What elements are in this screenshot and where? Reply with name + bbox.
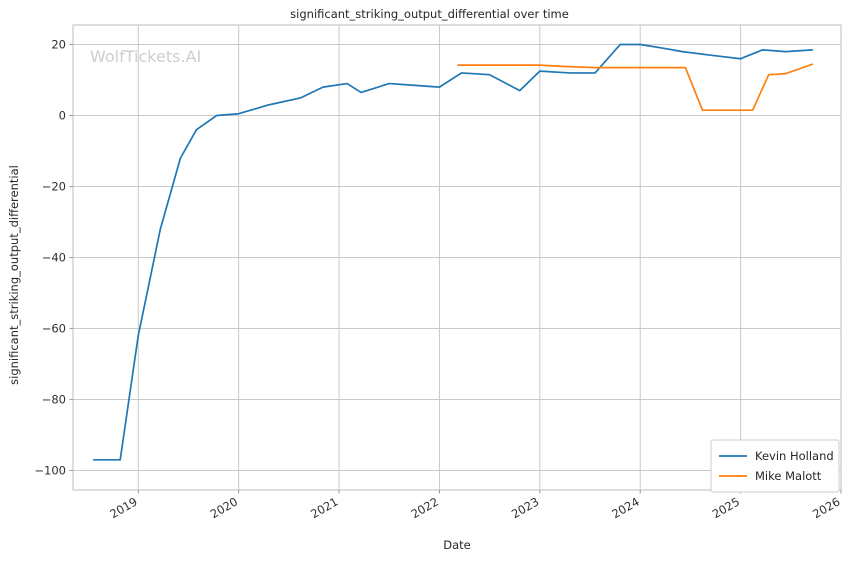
chart-title: significant_striking_output_differential… bbox=[290, 7, 569, 21]
x-tick-label-2021: 2021 bbox=[308, 494, 340, 521]
y-tick-label--20: −20 bbox=[42, 180, 66, 194]
y-axis-label: significant_striking_output_differential bbox=[7, 165, 21, 385]
legend-box bbox=[710, 439, 840, 493]
legend-label-0[interactable]: Kevin Holland bbox=[755, 449, 834, 463]
y-tick-label--80: −80 bbox=[42, 392, 66, 406]
series-lines bbox=[93, 43, 814, 461]
series-line-0 bbox=[93, 43, 813, 461]
x-tick-label-2019: 2019 bbox=[107, 494, 139, 521]
legend-label-1[interactable]: Mike Malott bbox=[755, 469, 822, 483]
y-tick-label-0: 0 bbox=[59, 109, 66, 123]
x-tick-label-2025: 2025 bbox=[710, 494, 742, 521]
x-axis-label: Date bbox=[443, 538, 471, 552]
chart-legend[interactable]: Kevin Holland Mike Malott bbox=[710, 439, 840, 493]
series-line-1 bbox=[457, 63, 814, 112]
x-tick-label-2026: 2026 bbox=[810, 494, 842, 521]
y-tick-label-20: 20 bbox=[51, 38, 66, 52]
y-tick-label--40: −40 bbox=[42, 251, 66, 265]
watermark-label: WolfTickets.AI bbox=[90, 47, 201, 66]
y-tick-label--100: −100 bbox=[34, 463, 66, 477]
y-tick-label--60: −60 bbox=[42, 321, 66, 335]
x-tick-label-2024: 2024 bbox=[609, 494, 641, 521]
x-tick-label-2022: 2022 bbox=[409, 494, 441, 521]
gridlines bbox=[73, 25, 842, 490]
x-tick-label-2020: 2020 bbox=[208, 494, 240, 521]
x-tick-label-2023: 2023 bbox=[509, 494, 541, 521]
x-axis-ticks: 2019 2020 2021 2022 2023 2024 2025 2026 bbox=[107, 490, 843, 521]
y-axis-ticks: 20 0 −20 −40 −60 −80 −100 bbox=[34, 38, 73, 477]
